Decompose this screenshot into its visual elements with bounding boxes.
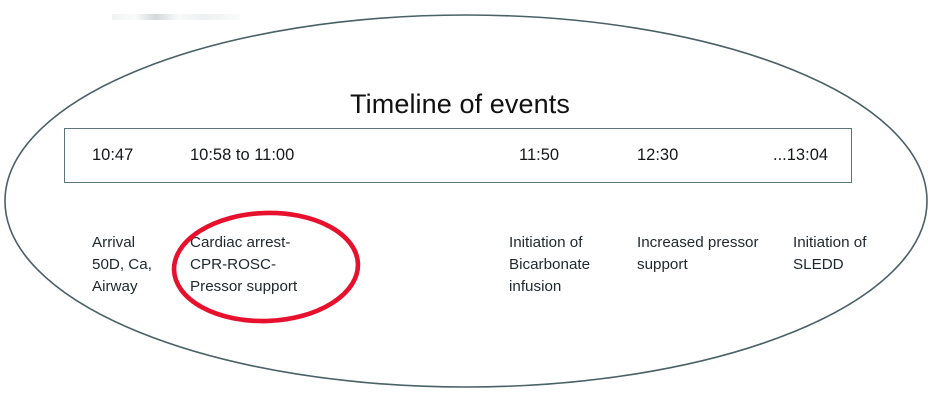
event-line: Bicarbonate bbox=[509, 256, 591, 273]
event-line: SLEDD bbox=[793, 256, 844, 273]
event-column-arrival: Arrival 50D, Ca, Airway bbox=[92, 232, 152, 298]
event-line: infusion bbox=[509, 278, 562, 295]
event-column-sledd: Initiation of SLEDD bbox=[793, 232, 866, 276]
timeline-time-4: ...13:04 bbox=[773, 146, 829, 164]
event-line: CPR-ROSC- bbox=[190, 256, 277, 273]
timeline-time-2: 11:50 bbox=[519, 146, 560, 164]
event-line: Initiation of bbox=[509, 234, 583, 251]
event-column-increased-pressor: Increased pressor support bbox=[637, 232, 759, 276]
page-title: Timeline of events bbox=[350, 89, 570, 119]
timeline-bar bbox=[64, 128, 852, 183]
event-line: support bbox=[637, 256, 688, 273]
event-column-bicarbonate: Initiation of Bicarbonate infusion bbox=[509, 232, 590, 298]
timeline-time-0: 10:47 bbox=[92, 146, 134, 164]
outer-ellipse-shape bbox=[4, 14, 928, 388]
event-line: Initiation of bbox=[793, 234, 867, 251]
timeline-time-1: 10:58 to 11:00 bbox=[190, 146, 295, 164]
event-column-cardiac-arrest: Cardiac arrest- CPR-ROSC- Pressor suppor… bbox=[190, 232, 297, 298]
timeline-time-3: 12:30 bbox=[637, 146, 679, 164]
event-line: Airway bbox=[92, 278, 138, 295]
scan-artifact bbox=[112, 14, 240, 20]
event-line: Arrival bbox=[92, 234, 136, 251]
event-line: 50D, Ca, bbox=[92, 256, 152, 273]
event-line: Pressor support bbox=[190, 278, 298, 295]
event-line: Cardiac arrest- bbox=[190, 234, 291, 251]
event-line: Increased pressor bbox=[637, 234, 759, 251]
